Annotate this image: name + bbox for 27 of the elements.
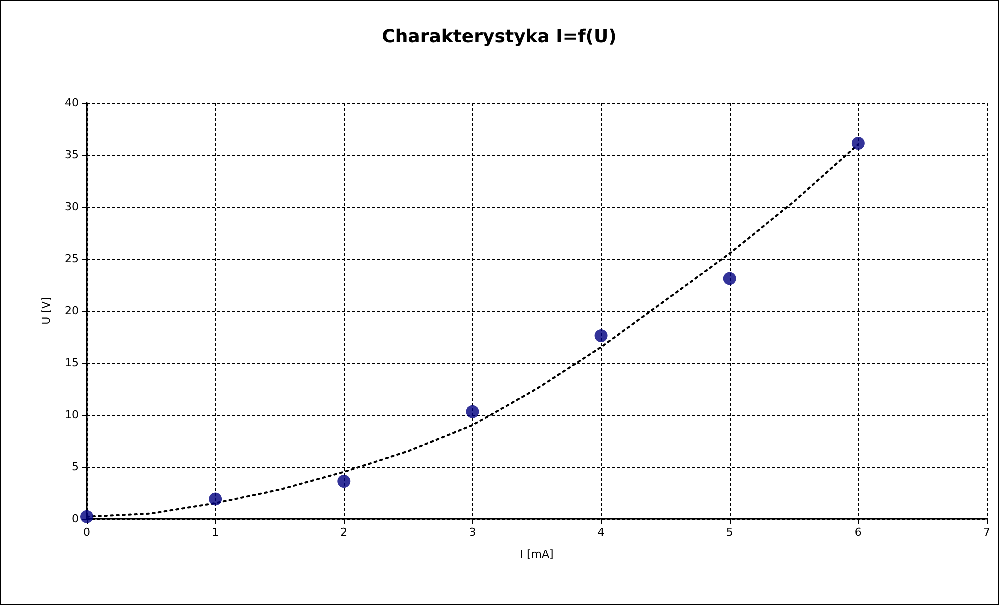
x-axis-title: I [mA] [520,548,554,561]
point [723,272,736,286]
x-tick-label: 1 [212,526,220,539]
point [466,405,480,418]
point [209,492,222,506]
y-tick-label: 35 [65,148,79,162]
y-tick-label: 5 [72,460,79,474]
x-tick-label: 5 [726,526,734,539]
y-tick-label: 20 [65,304,79,318]
x-tick-label: 4 [598,526,605,539]
y-tick-label: 40 [65,96,79,110]
x-tick-label: 0 [84,526,90,539]
y-tick-label: 0 [72,512,79,526]
point [852,137,865,150]
y-tick-label: 25 [65,252,79,266]
point [338,475,351,488]
x-tick-label: 6 [854,526,862,539]
x-tick-label: 7 [984,526,990,539]
y-axis-title: U [V] [40,297,53,325]
y-tick-label: 10 [65,408,79,422]
x-tick-label: 2 [340,526,348,539]
point [80,510,94,524]
y-tick-label: 30 [65,200,79,214]
x-tick-label: 3 [469,526,476,539]
y-tick-label: 15 [65,356,79,370]
chart-title: Charakterystyka I=f(U) [382,26,617,48]
point [594,329,608,342]
